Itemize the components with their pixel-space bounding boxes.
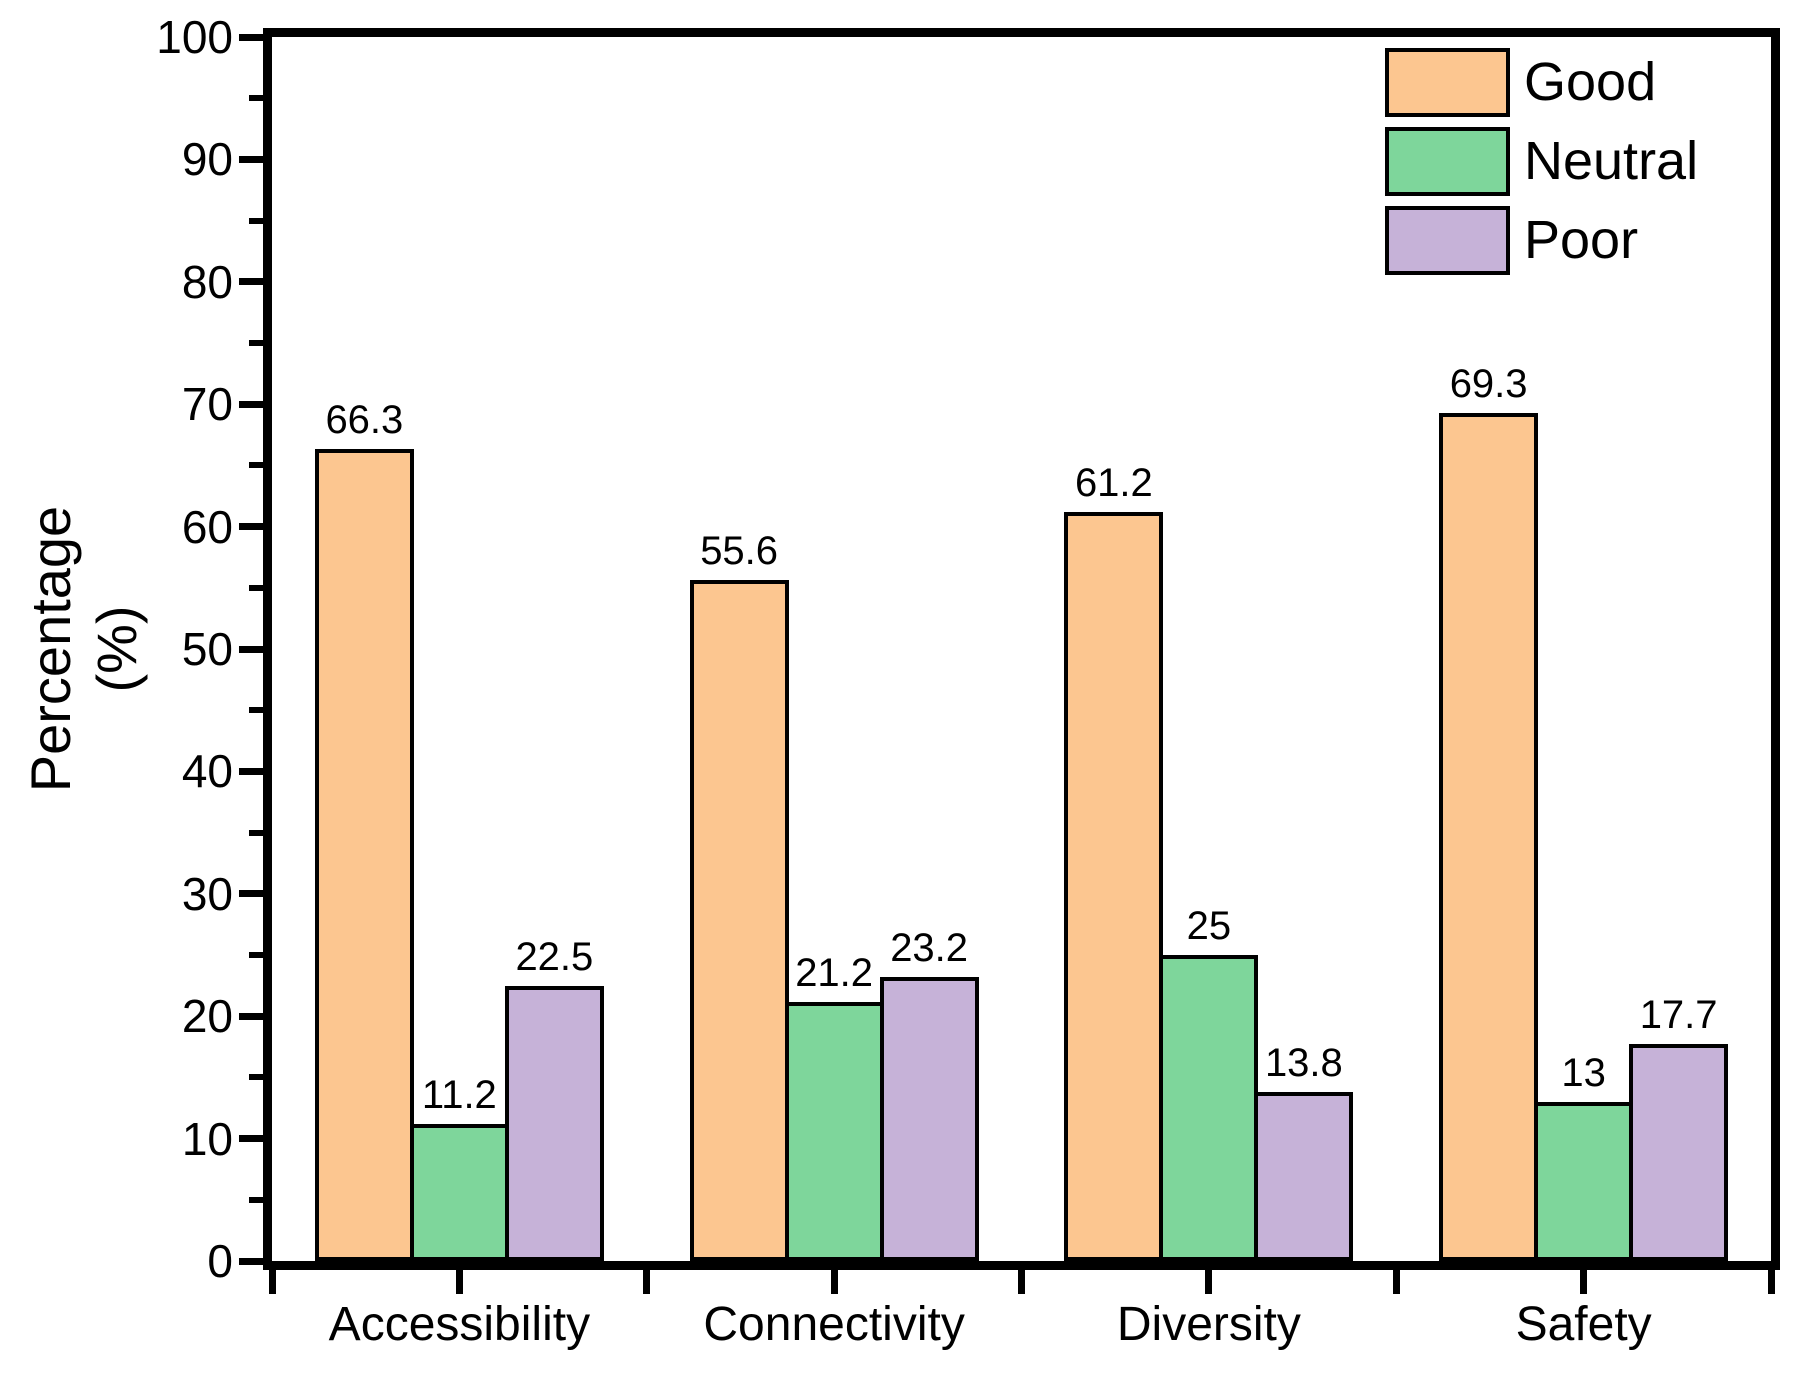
y-tick-label: 0 <box>207 1235 233 1287</box>
bar-value-label: 69.3 <box>1449 361 1528 406</box>
y-tick-label: 50 <box>181 623 233 675</box>
bar-neutral-safety <box>1534 1101 1634 1261</box>
y-axis-minor-tick <box>249 952 263 958</box>
y-axis-minor-tick <box>249 340 263 346</box>
x-category-label: Accessibility <box>328 1298 591 1351</box>
y-axis-major-tick <box>239 645 263 653</box>
y-tick-label: 60 <box>181 500 233 553</box>
y-axis-major-tick <box>239 33 263 41</box>
bar-poor-diversity <box>1254 1092 1354 1261</box>
y-axis-major-tick <box>239 767 263 775</box>
bar-value-label: 22.5 <box>515 934 594 979</box>
y-tick-label: 80 <box>181 255 233 308</box>
legend-label-neutral: Neutral <box>1524 131 1699 191</box>
x-axis-center-tick <box>1205 1270 1213 1294</box>
y-axis-major-tick <box>239 890 263 898</box>
bar-neutral-connectivity <box>784 1001 884 1261</box>
bar-good-accessibility <box>314 449 414 1261</box>
bar-value-label: 13.8 <box>1264 1041 1343 1086</box>
bar-poor-accessibility <box>504 985 604 1261</box>
y-axis-major-tick <box>239 1257 263 1265</box>
x-axis-boundary-tick <box>1767 1270 1775 1294</box>
legend-swatch-neutral <box>1385 127 1510 196</box>
y-axis-major-tick <box>239 1135 263 1143</box>
y-tick-label: 30 <box>181 867 233 920</box>
bar-good-diversity <box>1064 511 1164 1261</box>
y-tick-label: 90 <box>181 133 233 186</box>
y-axis-major-tick <box>239 155 263 163</box>
y-tick-label: 40 <box>181 745 233 798</box>
y-axis-minor-tick <box>249 829 263 836</box>
y-axis-major-tick <box>239 523 263 531</box>
x-axis-boundary-tick <box>643 1270 651 1294</box>
bar-value-label: 25 <box>1186 904 1232 948</box>
y-axis-major-tick <box>239 1012 263 1020</box>
bar-value-label: 21.2 <box>795 950 874 995</box>
bar-value-label: 55.6 <box>700 529 779 574</box>
bar-value-label: 13 <box>1561 1050 1606 1095</box>
y-axis-minor-tick <box>249 217 263 224</box>
y-tick-label: 100 <box>156 11 233 63</box>
y-axis-major-tick <box>239 278 263 286</box>
legend-label-poor: Poor <box>1524 210 1639 270</box>
x-axis-center-tick <box>455 1270 463 1294</box>
x-category-label: Safety <box>1515 1298 1652 1351</box>
bar-value-label: 66.3 <box>325 398 404 443</box>
legend-swatch-poor <box>1385 206 1510 275</box>
y-axis-minor-tick <box>249 1196 263 1203</box>
bar-poor-safety <box>1629 1044 1729 1261</box>
bar-value-label: 23.2 <box>890 926 969 971</box>
x-category-label: Diversity <box>1116 1298 1301 1351</box>
y-axis-minor-tick <box>249 95 263 102</box>
x-category-label: Connectivity <box>703 1298 965 1351</box>
bar-neutral-accessibility <box>409 1123 509 1261</box>
y-axis-minor-tick <box>249 707 263 714</box>
bar-value-label: 11.2 <box>421 1072 497 1117</box>
x-axis-boundary-tick <box>268 1270 276 1294</box>
y-tick-label: 20 <box>181 990 233 1043</box>
x-axis-center-tick <box>830 1270 838 1294</box>
y-axis-minor-tick <box>249 1074 263 1081</box>
legend-swatch-good <box>1385 48 1510 117</box>
bar-good-connectivity <box>689 580 789 1261</box>
x-axis-boundary-tick <box>1392 1270 1400 1294</box>
bar-value-label: 61.2 <box>1074 460 1153 505</box>
y-axis-minor-tick <box>249 584 263 591</box>
y-axis-minor-tick <box>249 462 263 469</box>
bar-good-safety <box>1439 412 1539 1261</box>
x-axis-center-tick <box>1580 1270 1588 1294</box>
bar-value-label: 17.7 <box>1639 993 1718 1038</box>
y-tick-label: 70 <box>181 378 233 431</box>
y-tick-label: 10 <box>181 1112 233 1165</box>
bar-poor-connectivity <box>879 977 979 1261</box>
x-axis-boundary-tick <box>1018 1270 1025 1294</box>
legend-label-good: Good <box>1524 52 1657 112</box>
y-axis-major-tick <box>239 400 263 408</box>
plot-border <box>263 28 1780 1270</box>
bar-neutral-diversity <box>1159 955 1259 1261</box>
